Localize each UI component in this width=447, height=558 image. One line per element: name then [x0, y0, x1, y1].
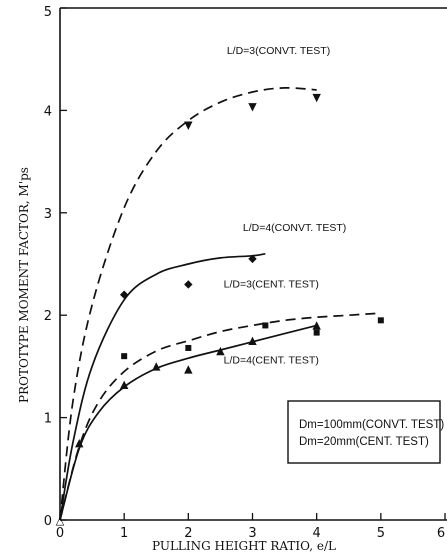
curve-label-3: L/D=3(CENT. TEST) [224, 279, 319, 291]
data-point [377, 317, 384, 324]
series-curve-1 [59, 87, 317, 521]
y-axis-label: PROTOTYPE MOMENT FACTOR, M'ps [17, 167, 31, 403]
legend: Dm=100mm(CONVT. TEST) Dm=20mm(CENT. TEST) [287, 400, 444, 464]
data-point [184, 121, 193, 130]
data-point [312, 321, 321, 330]
x-tick-label: 3 [248, 526, 256, 541]
curve-label-4: L/D=4(CENT. TEST) [224, 354, 319, 366]
data-point [216, 346, 225, 356]
data-point [75, 439, 84, 448]
curves [59, 87, 381, 521]
series-curve-4 [59, 324, 317, 521]
x-tick-label: 5 [377, 526, 385, 541]
data-point [184, 365, 193, 374]
y-tick-label: 5 [44, 5, 52, 20]
data-point [248, 254, 257, 264]
data-point [184, 280, 193, 289]
series-curve-2 [59, 252, 266, 521]
origin-marker: △ [56, 514, 65, 527]
series-curve-3 [59, 312, 381, 521]
y-tick-label: 4 [44, 104, 52, 119]
x-tick-label: 1 [120, 526, 128, 541]
markers: △ [56, 93, 384, 527]
x-tick-label: 0 [56, 526, 64, 541]
data-point [312, 93, 321, 103]
y-tick-label: 2 [44, 309, 52, 324]
x-axis-label: PULLING HEIGHT RATIO, e/L [152, 539, 336, 553]
curve-label-1: L/D=3(CONVT. TEST) [227, 45, 330, 57]
data-point [248, 103, 257, 112]
data-point [119, 380, 129, 390]
data-point [185, 344, 192, 351]
data-point [121, 353, 128, 360]
legend-line-1: Dm=100mm(CONVT. TEST) [299, 419, 444, 431]
x-tick-label: 6 [437, 526, 445, 541]
curve-labels: L/D=3(CONVT. TEST) L/D=4(CONVT. TEST) L/D=… [224, 45, 347, 366]
data-point [119, 290, 129, 299]
legend-frame [287, 400, 441, 464]
curve-label-2: L/D=4(CONVT. TEST) [243, 222, 346, 234]
y-tick-label: 3 [44, 207, 52, 222]
y-tick-label: 1 [44, 412, 52, 427]
legend-line-2: Dm=20mm(CENT. TEST) [299, 436, 429, 448]
x-tick-label: 4 [313, 526, 321, 541]
data-point [262, 322, 269, 329]
data-point [152, 362, 161, 371]
y-tick-label: 0 [44, 514, 52, 529]
x-tick-label: 2 [184, 526, 192, 541]
data-point [313, 329, 320, 336]
data-point [248, 336, 257, 345]
axis-ticks: 0 1 2 3 4 5 6 0 1 2 3 4 5 [44, 5, 446, 541]
